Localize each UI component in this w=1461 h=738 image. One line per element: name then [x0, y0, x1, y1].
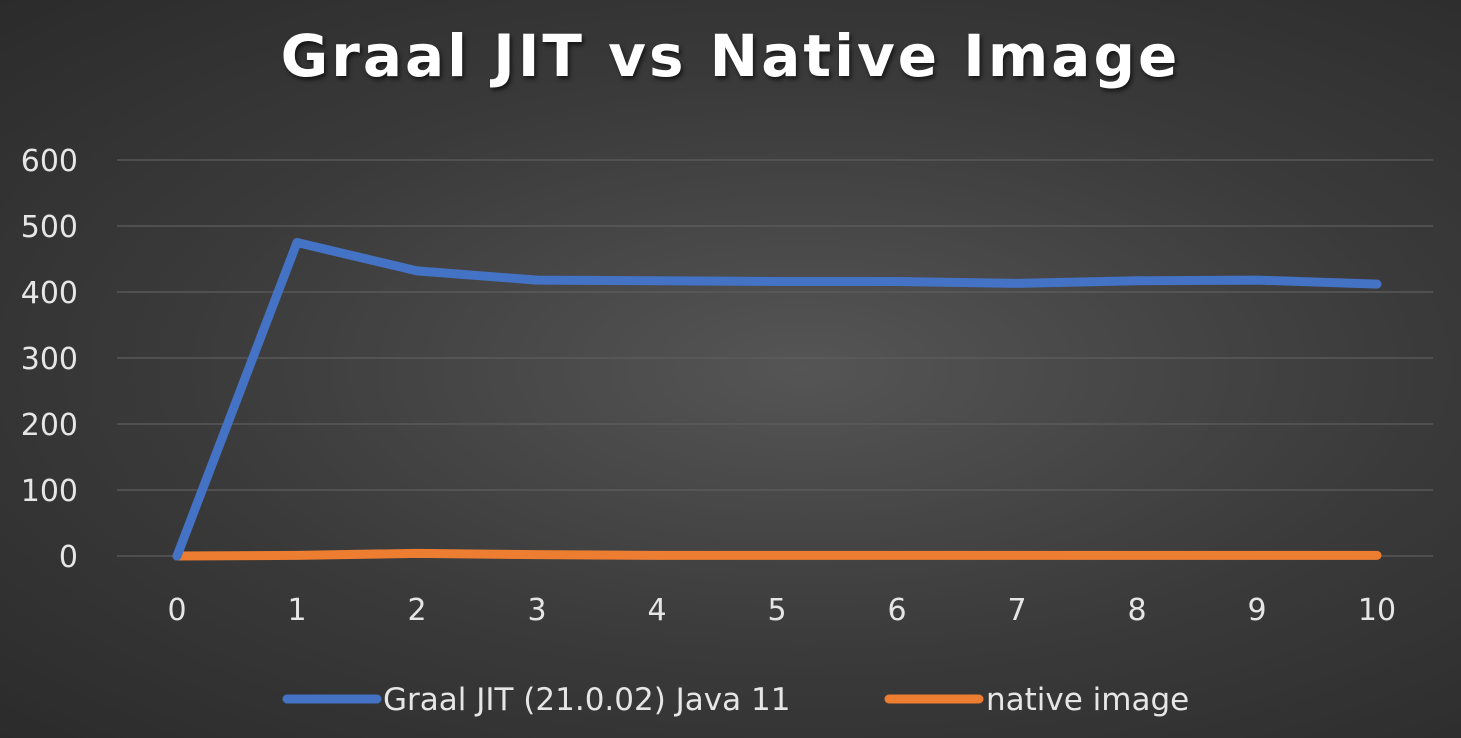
y-tick-label: 300: [21, 342, 78, 377]
x-tick-label: 9: [1247, 593, 1266, 628]
x-tick-label: 0: [167, 593, 186, 628]
data-point-graal-jit-21-0-02-java-11: [296, 242, 298, 243]
chart-title: Graal JIT vs Native Image: [280, 22, 1181, 90]
data-point-native-image: [536, 554, 538, 556]
data-point-native-image: [896, 554, 898, 556]
data-point-native-image: [1136, 554, 1138, 556]
x-tick-label: 5: [767, 593, 786, 628]
x-tick-label: 3: [527, 593, 546, 628]
x-tick-label: 10: [1358, 593, 1396, 628]
data-point-graal-jit-21-0-02-java-11: [1016, 282, 1018, 284]
x-tick-label: 4: [647, 593, 666, 628]
x-tick-label: 6: [887, 593, 906, 628]
y-tick-label: 600: [21, 144, 78, 179]
data-point-native-image: [656, 554, 658, 556]
data-point-native-image: [416, 552, 418, 554]
data-point-graal-jit-21-0-02-java-11: [896, 280, 898, 282]
data-point-graal-jit-21-0-02-java-11: [536, 279, 538, 281]
series-line-graal-jit-21-0-02-java-11: [172, 238, 1382, 561]
data-point-native-image: [776, 554, 778, 556]
data-point-native-image: [296, 554, 298, 556]
data-point-graal-jit-21-0-02-java-11: [416, 270, 418, 272]
data-point-native-image: [1256, 554, 1258, 556]
y-tick-label: 400: [21, 276, 78, 311]
legend: Graal JIT (21.0.02) Java 11 native image: [282, 682, 1189, 718]
data-point-graal-jit-21-0-02-java-11: [1136, 280, 1138, 282]
legend-label: native image: [986, 682, 1189, 718]
x-tick-label: 7: [1007, 593, 1026, 628]
data-point-graal-jit-21-0-02-java-11: [1376, 283, 1378, 285]
y-tick-label: 500: [21, 210, 78, 245]
data-point-native-image: [1016, 554, 1018, 556]
series-lines: [172, 238, 1382, 561]
data-point-graal-jit-21-0-02-java-11: [776, 280, 778, 282]
grid-lines: [117, 159, 1433, 557]
y-axis-ticks: 0 100 200 300 400 500 600: [21, 144, 78, 575]
data-point-graal-jit-21-0-02-java-11: [176, 555, 178, 557]
data-point-graal-jit-21-0-02-java-11: [656, 280, 658, 282]
x-tick-label: 1: [287, 593, 306, 628]
y-tick-label: 100: [21, 474, 78, 509]
x-axis-ticks: 0 1 2 3 4 5 6 7 8 9 10: [167, 593, 1396, 628]
y-tick-label: 200: [21, 408, 78, 443]
data-point-native-image: [1376, 554, 1378, 556]
y-tick-label: 0: [59, 540, 78, 575]
x-tick-label: 2: [407, 593, 426, 628]
x-tick-label: 8: [1127, 593, 1146, 628]
data-point-graal-jit-21-0-02-java-11: [1256, 279, 1258, 281]
legend-label: Graal JIT (21.0.02) Java 11: [383, 682, 790, 718]
